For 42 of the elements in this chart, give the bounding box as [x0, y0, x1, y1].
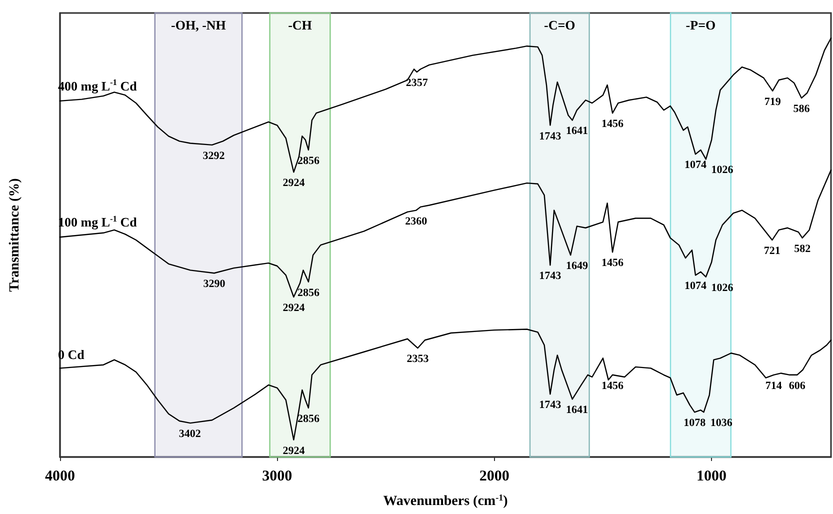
- annotation: 2856: [297, 286, 320, 299]
- annotation: 1456: [602, 380, 624, 392]
- annotation: 3402: [178, 428, 202, 440]
- annotation: 1743: [539, 130, 562, 142]
- annotation: 1456: [602, 257, 624, 270]
- annotation: 1649: [566, 260, 588, 272]
- annotation: 719: [764, 96, 782, 108]
- annotation: 1036: [710, 417, 733, 430]
- annotation: 1026: [711, 164, 734, 176]
- annotation: 1743: [539, 399, 562, 412]
- annotation: 1026: [711, 282, 734, 294]
- annotation: 2360: [405, 215, 428, 228]
- annotation: 1641: [566, 404, 588, 416]
- band-label: -P=O: [686, 17, 716, 32]
- annotation: 3290: [203, 278, 226, 290]
- annotation: 2856: [297, 154, 320, 167]
- annotation: 2924: [282, 302, 306, 314]
- annotation: 1074: [684, 159, 707, 172]
- annotation: 2856: [297, 412, 320, 425]
- x-tick-label: 4000: [45, 468, 75, 484]
- annotation: 2353: [406, 353, 430, 366]
- annotation: 606: [788, 380, 806, 392]
- band-label: -CH: [288, 17, 312, 32]
- x-tick-label: 3000: [262, 468, 292, 484]
- band-label: -OH, -NH: [171, 17, 226, 32]
- y-axis-title: Transmittance (%): [8, 178, 22, 292]
- annotation: 2924: [282, 177, 306, 190]
- annotation: 3292: [202, 150, 226, 162]
- x-tick-label: 1000: [696, 468, 727, 484]
- annotation: 1743: [539, 270, 562, 282]
- annotation: 582: [794, 242, 812, 255]
- annotation: 1641: [566, 125, 588, 138]
- annotation: 1074: [684, 280, 707, 292]
- band-label: -C=O: [544, 17, 576, 32]
- annotation: 1078: [684, 417, 706, 430]
- annotation: 2357: [406, 77, 428, 90]
- x-tick-label: 2000: [479, 468, 510, 484]
- annotation: 1456: [602, 118, 624, 130]
- annotation: 721: [764, 245, 780, 258]
- annotation: 714: [765, 380, 782, 392]
- annotation: 2924: [282, 444, 306, 457]
- annotation: 586: [793, 103, 810, 116]
